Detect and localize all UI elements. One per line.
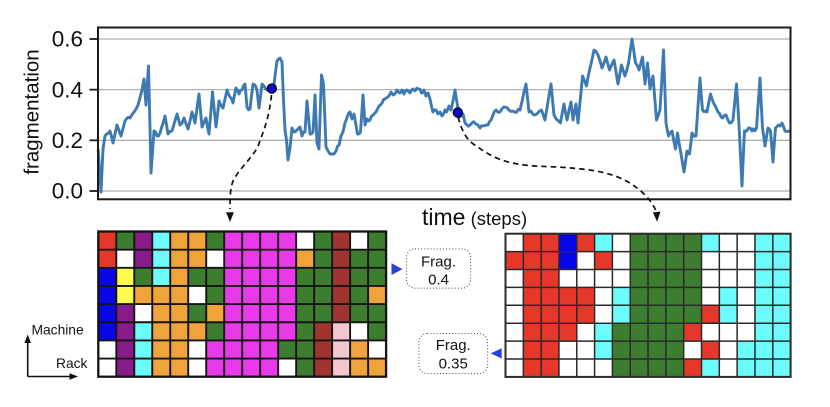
svg-text:0.6: 0.6: [52, 27, 83, 52]
svg-text:0.2: 0.2: [52, 128, 83, 153]
svg-text:Machine: Machine: [32, 323, 84, 338]
svg-text:fragmentation: fragmentation: [21, 49, 44, 174]
svg-text:time (steps): time (steps): [422, 204, 527, 230]
svg-text:0.4: 0.4: [52, 77, 83, 102]
svg-text:0.35: 0.35: [439, 355, 468, 372]
svg-text:Rack: Rack: [56, 356, 88, 371]
svg-text:Frag.: Frag.: [421, 254, 456, 271]
svg-text:Frag.: Frag.: [436, 337, 471, 354]
svg-text:0.0: 0.0: [52, 179, 83, 204]
svg-text:0.4: 0.4: [428, 272, 449, 289]
